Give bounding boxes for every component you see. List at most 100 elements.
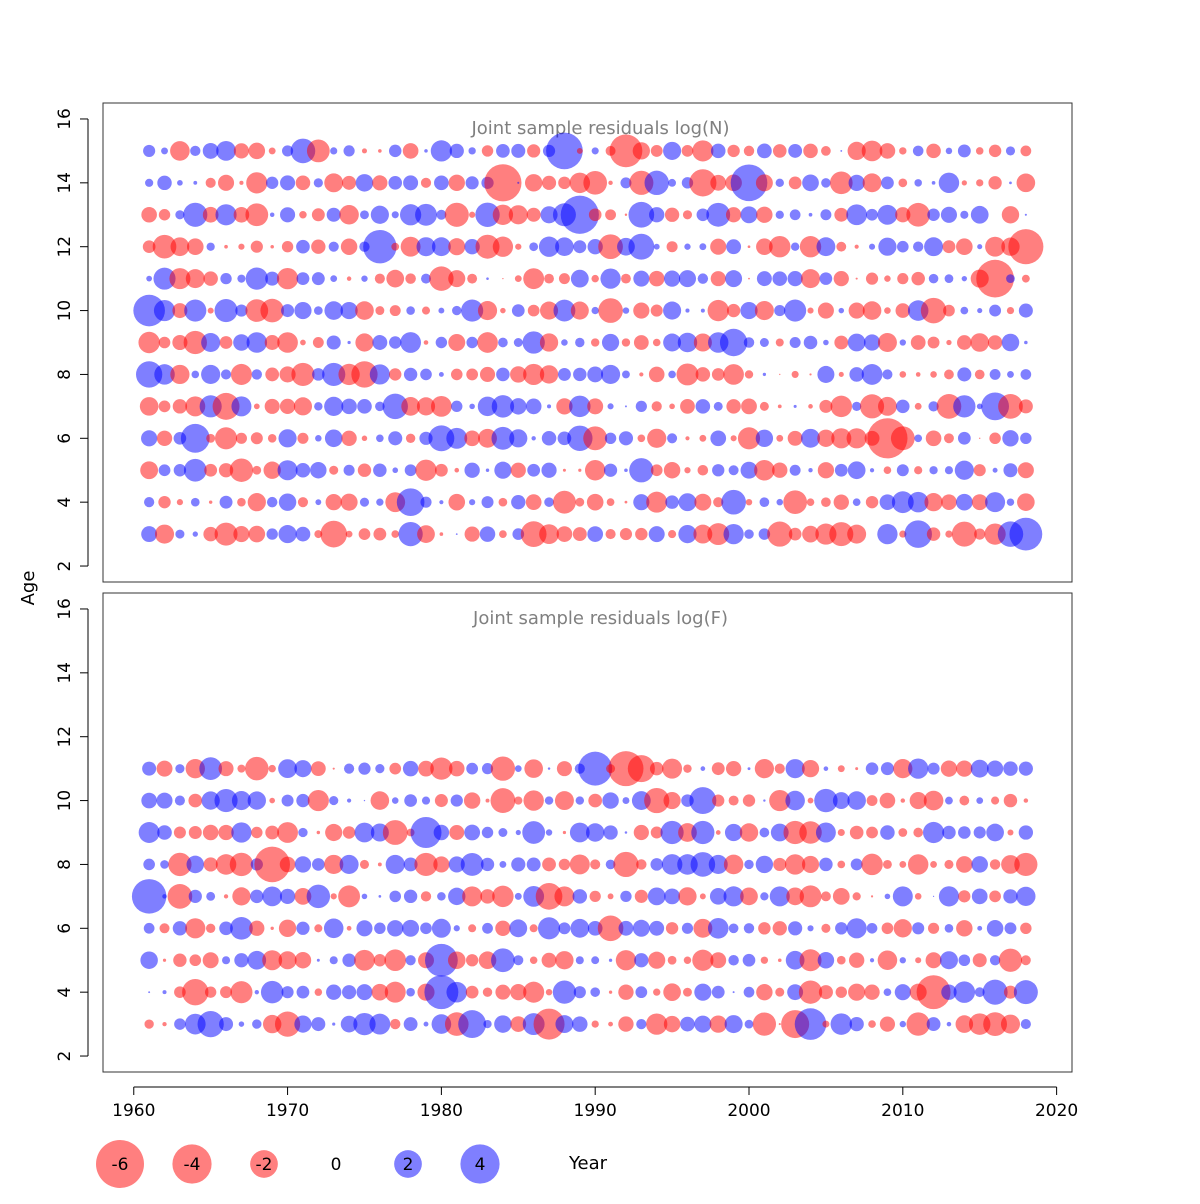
residual-bubble — [541, 952, 557, 968]
residual-bubble — [423, 340, 429, 345]
residual-bubble — [587, 526, 604, 542]
residual-bubble — [707, 523, 730, 546]
residual-bubble — [910, 335, 926, 350]
residual-bubble — [293, 397, 313, 416]
residual-bubble — [233, 526, 250, 543]
residual-bubble — [819, 857, 833, 872]
residual-bubble — [621, 338, 631, 347]
residual-bubble — [760, 892, 769, 901]
residual-bubble — [646, 1013, 668, 1035]
residual-bubble — [174, 795, 185, 806]
residual-bubble — [152, 234, 177, 259]
residual-bubble — [852, 401, 862, 411]
residual-bubble — [545, 988, 553, 996]
residual-bubble — [554, 886, 575, 907]
residual-bubble — [523, 363, 545, 385]
residual-bubble — [188, 889, 202, 903]
plot-frame — [102, 592, 1073, 1073]
residual-bubble — [389, 305, 401, 317]
residual-bubble — [896, 464, 909, 477]
residual-bubble — [346, 925, 352, 931]
residual-bubble — [880, 825, 895, 840]
residual-bubble — [759, 338, 769, 347]
residual-bubble — [944, 923, 954, 933]
residual-bubble — [177, 179, 183, 186]
residual-bubble — [647, 428, 667, 448]
residual-bubble — [346, 276, 352, 281]
residual-bubble — [429, 266, 454, 291]
residual-bubble — [332, 1022, 336, 1026]
residual-bubble — [912, 922, 925, 935]
residual-bubble — [466, 762, 479, 775]
residual-bubble — [389, 762, 402, 775]
residual-bubble — [667, 433, 678, 444]
residual-bubble — [591, 306, 599, 315]
residual-bubble — [930, 861, 937, 868]
residual-bubble — [558, 922, 571, 935]
residual-bubble — [663, 1015, 681, 1033]
residual-bubble — [468, 147, 476, 155]
residual-bubble — [940, 206, 958, 223]
residual-bubble — [481, 145, 494, 157]
residual-bubble — [989, 368, 1001, 380]
residual-bubble — [219, 495, 233, 509]
residual-bubble — [439, 532, 444, 536]
residual-bubble — [819, 272, 833, 285]
residual-bubble — [455, 533, 458, 535]
residual-bubble — [743, 986, 755, 998]
residual-bubble — [833, 494, 849, 510]
residual-bubble — [710, 143, 726, 159]
residual-bubble — [898, 178, 908, 188]
residual-bubble — [575, 796, 585, 805]
residual-bubble — [878, 237, 897, 256]
residual-bubble — [756, 206, 773, 223]
residual-bubble — [541, 462, 557, 478]
residual-bubble — [709, 1015, 727, 1033]
residual-bubble — [569, 822, 590, 843]
residual-bubble — [914, 179, 922, 187]
residual-bubble — [361, 435, 368, 442]
residual-bubble — [899, 339, 906, 346]
residual-bubble — [807, 307, 814, 314]
residual-bubble — [884, 307, 891, 314]
residual-bubble — [1001, 206, 1020, 224]
residual-bubble — [404, 794, 417, 807]
residual-bubble — [355, 174, 374, 192]
residual-bubble — [710, 238, 727, 255]
residual-bubble — [514, 796, 523, 805]
residual-bubble — [294, 952, 312, 969]
residual-bubble — [558, 273, 570, 285]
residual-bubble — [204, 463, 218, 477]
residual-bubble — [296, 921, 310, 935]
residual-bubble — [172, 334, 188, 351]
residual-bubble — [682, 210, 693, 220]
residual-bubble — [622, 370, 630, 379]
residual-bubble — [510, 366, 527, 383]
residual-bubble — [373, 463, 387, 477]
residual-bubble — [956, 920, 973, 937]
residual-bubble — [535, 883, 563, 910]
y-tick-label: 10 — [55, 790, 75, 812]
residual-bubble — [294, 887, 312, 905]
residual-bubble — [482, 922, 493, 934]
residual-bubble — [573, 986, 586, 999]
residual-bubble — [973, 826, 986, 839]
residual-bubble — [849, 367, 864, 382]
residual-bubble — [205, 923, 216, 933]
residual-bubble — [183, 202, 208, 227]
residual-bubble — [268, 147, 276, 155]
residual-bubble — [416, 237, 436, 257]
y-tick-label: 14 — [55, 172, 75, 194]
residual-bubble — [847, 524, 867, 544]
residual-bubble — [930, 371, 937, 378]
residual-bubble — [961, 275, 968, 282]
residual-bubble — [511, 857, 526, 872]
residual-bubble — [740, 301, 758, 320]
residual-bubble — [541, 175, 557, 190]
residual-bubble — [634, 889, 648, 903]
residual-bubble — [956, 238, 973, 255]
residual-bubble — [880, 762, 894, 776]
residual-bubble — [757, 143, 772, 159]
residual-bubble — [388, 144, 402, 158]
